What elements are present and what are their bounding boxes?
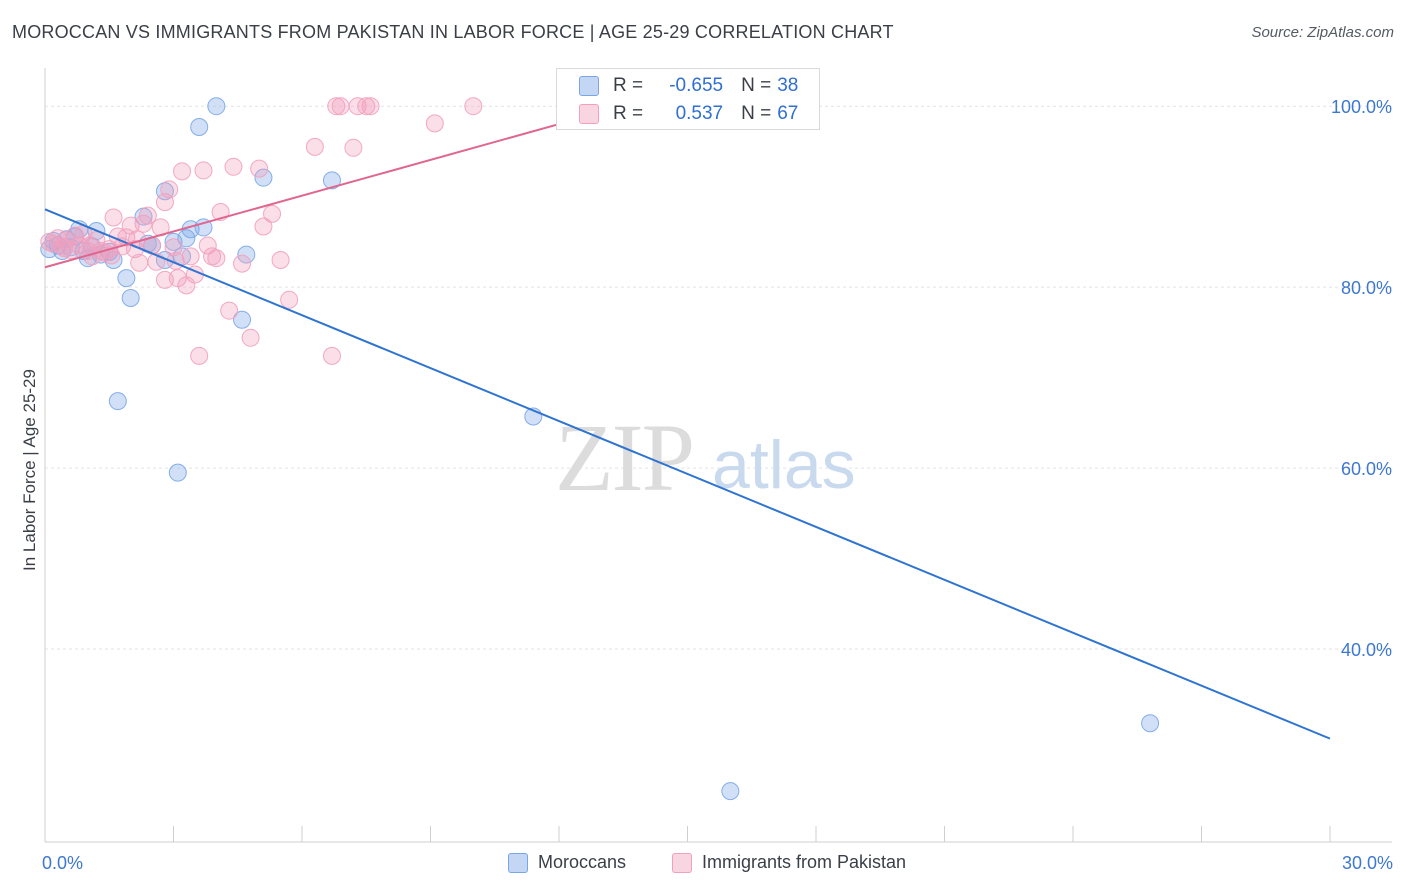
pakistan-point (207, 249, 226, 268)
stats-n-value-pakistan: 67 (777, 103, 799, 124)
pakistan-point (134, 214, 153, 233)
moroccans-point (164, 232, 183, 251)
moroccans-point (322, 171, 341, 190)
stats-row-pakistan: R = 0.537 N = 67 (579, 101, 798, 127)
pakistan-point (220, 301, 239, 320)
stats-n-label: N = (741, 75, 772, 96)
pakistan-point (194, 161, 213, 180)
bottom-legend: Moroccans Immigrants from Pakistan (0, 852, 1406, 878)
moroccans-point (237, 245, 256, 264)
pakistan-point (138, 206, 157, 225)
moroccans-point (254, 168, 273, 187)
stats-n-value-moroccans: 38 (777, 75, 799, 96)
axes (44, 68, 1392, 843)
pakistan-point (104, 208, 123, 227)
stats-r-label: R = (613, 75, 644, 96)
moroccans-point (121, 289, 140, 307)
y-tick-label: 40.0% (1341, 640, 1392, 660)
pakistan-point (361, 97, 380, 116)
y-tick-label: 60.0% (1341, 459, 1392, 479)
pakistan-point (198, 236, 217, 255)
x-tick-label-min: 0.0% (42, 853, 83, 873)
legend-item-moroccans[interactable]: Moroccans (508, 852, 626, 873)
moroccans-point (194, 218, 213, 237)
chart-source: Source: ZipAtlas.com (1251, 24, 1394, 41)
stats-row-moroccans: R = -0.655 N = 38 (579, 73, 798, 99)
pakistan-point (305, 137, 324, 156)
trend-line-pakistan (44, 105, 624, 269)
watermark-atlas: atlas (712, 427, 856, 503)
stats-swatch-moroccans (579, 76, 599, 96)
moroccans-point (207, 97, 226, 116)
moroccans-point (108, 392, 127, 411)
x-tick-label-max: 30.0% (1342, 853, 1393, 873)
pakistan-point (357, 97, 376, 116)
moroccans-point (117, 269, 136, 288)
watermark: ZIP atlas (555, 404, 856, 511)
pakistan-point (331, 97, 350, 116)
pakistan-point (164, 238, 183, 257)
trend-line-moroccans (44, 208, 1331, 740)
moroccans-point (1141, 714, 1160, 733)
pakistan-points (40, 97, 624, 365)
pakistan-point (425, 114, 444, 133)
moroccans-point (190, 118, 209, 136)
legend-label-pakistan: Immigrants from Pakistan (702, 852, 907, 872)
chart-title: MOROCCAN VS IMMIGRANTS FROM PAKISTAN IN … (12, 22, 894, 42)
pakistan-point (130, 253, 149, 272)
pakistan-point (254, 217, 273, 236)
stats-r-value-moroccans: -0.655 (669, 75, 724, 96)
pakistan-point (181, 247, 200, 266)
trend-lines (44, 105, 1331, 740)
pakistan-point (70, 236, 89, 255)
pakistan-point (102, 246, 121, 265)
pakistan-point (271, 251, 290, 269)
moroccans-point (168, 463, 187, 482)
pakistan-point (322, 346, 341, 365)
pakistan-point (464, 97, 483, 116)
stats-r-value-pakistan: 0.537 (675, 103, 724, 124)
pakistan-point (224, 157, 243, 176)
y-tick-label: 100.0% (1331, 97, 1392, 117)
legend-swatch-pakistan (672, 852, 692, 873)
stats-n-label: N = (741, 103, 772, 124)
pakistan-point (233, 254, 252, 273)
legend-label-moroccans: Moroccans (538, 852, 627, 872)
legend-swatch-moroccans (508, 852, 528, 873)
tick-labels: 40.0% 60.0% 80.0% 100.0% 0.0% 30.0% (42, 97, 1393, 873)
pakistan-point (160, 180, 179, 199)
pakistan-point (280, 290, 299, 309)
pakistan-point (263, 204, 282, 223)
stats-legend: R = -0.655 N = 38 R = 0.537 N = 67 (556, 68, 820, 130)
pakistan-point (190, 346, 209, 365)
pakistan-point (241, 328, 260, 347)
pakistan-point (344, 138, 363, 157)
stats-swatch-pakistan (579, 104, 599, 124)
y-tick-label: 80.0% (1341, 278, 1392, 298)
pakistan-point (80, 236, 99, 255)
pakistan-point (173, 162, 192, 181)
watermark-zip: ZIP (555, 404, 693, 511)
gridlines (45, 105, 1392, 650)
moroccans-point (721, 782, 740, 801)
moroccans-point (233, 310, 252, 329)
legend-item-pakistan[interactable]: Immigrants from Pakistan (672, 852, 906, 873)
pakistan-point (55, 239, 74, 258)
stats-r-label: R = (613, 103, 644, 124)
pakistan-point (250, 159, 269, 178)
pakistan-point (327, 97, 346, 116)
